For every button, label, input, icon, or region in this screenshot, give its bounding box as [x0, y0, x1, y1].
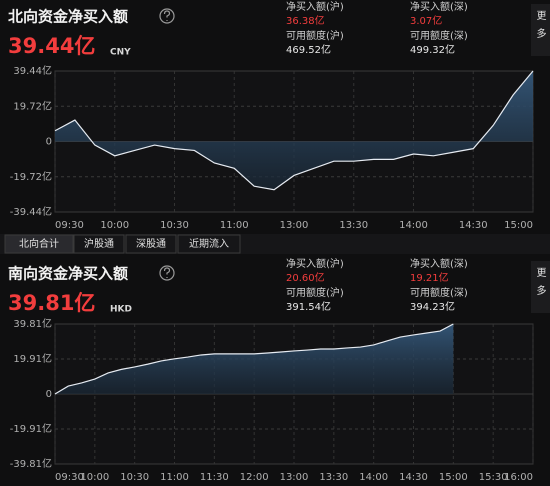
y-tick-label: -19.72亿 [10, 170, 52, 183]
x-tick-label: 13:30 [319, 472, 348, 483]
more-button[interactable] [531, 261, 550, 313]
y-tick-label: -39.44亿 [10, 205, 52, 218]
tab-label[interactable]: 深股通 [136, 238, 166, 250]
help-icon[interactable] [159, 8, 175, 24]
stat-label: 净买入额(深) [410, 0, 468, 13]
tab[interactable] [125, 234, 177, 254]
x-tick-label: 11:00 [160, 472, 189, 483]
stat-value: 3.07亿 [410, 14, 442, 27]
x-tick-label: 16:00 [504, 472, 533, 483]
currency: CNY [110, 48, 131, 58]
tab-label[interactable]: 北向合计 [19, 237, 59, 250]
headline-value: 39.44亿 [8, 34, 95, 58]
y-tick-label: 19.91亿 [13, 352, 52, 365]
x-tick-label: 15:30 [479, 472, 508, 483]
stat-label: 净买入额(沪) [286, 0, 344, 13]
area [55, 71, 533, 190]
stat-value: 469.52亿 [286, 43, 331, 56]
y-tick-label: 0 [46, 389, 52, 400]
y-tick-label: 39.81亿 [13, 317, 52, 330]
stat-label: 净买入额(深) [410, 257, 468, 270]
x-tick-label: 10:00 [100, 220, 129, 231]
x-tick-label: 12:00 [240, 472, 269, 483]
panel-title: 南向资金净买入额 [8, 265, 128, 283]
x-tick-label: 10:30 [160, 220, 189, 231]
x-tick-label: 11:00 [220, 220, 249, 231]
x-tick-label: 14:30 [399, 472, 428, 483]
stat-value: 391.54亿 [286, 300, 331, 313]
more-label[interactable]: 更多 [534, 10, 546, 46]
x-tick-label: 13:00 [280, 472, 309, 483]
more-button[interactable] [531, 4, 550, 56]
x-tick-label: 09:30 [55, 472, 84, 483]
tab[interactable] [73, 234, 125, 254]
panel-title: 北向资金净买入额 [8, 8, 128, 26]
tab[interactable] [4, 234, 74, 254]
stat-value: 36.38亿 [286, 14, 325, 27]
help-icon-glyph [163, 267, 171, 278]
x-tick-label: 13:30 [339, 220, 368, 231]
stat-label: 可用额度(沪) [286, 29, 344, 42]
x-tick-label: 15:00 [504, 220, 533, 231]
area [55, 324, 454, 394]
line [54, 70, 534, 191]
x-tick-label: 11:30 [200, 472, 229, 483]
currency: HKD [110, 305, 132, 315]
y-tick-label: 39.44亿 [13, 64, 52, 77]
stat-value: 499.32亿 [410, 43, 455, 56]
stat-label: 可用额度(深) [410, 29, 468, 42]
x-tick-label: 14:00 [359, 472, 388, 483]
x-tick-label: 09:30 [55, 220, 84, 231]
more-label[interactable]: 更多 [534, 267, 546, 303]
x-tick-label: 14:30 [459, 220, 488, 231]
stat-value: 20.60亿 [286, 271, 325, 284]
stat-value: 394.23亿 [410, 300, 455, 313]
help-icon-glyph [163, 10, 171, 21]
line [54, 323, 454, 395]
x-tick-label: 15:00 [439, 472, 468, 483]
x-tick-label: 14:00 [399, 220, 428, 231]
y-tick-label: -39.81亿 [10, 457, 52, 470]
y-tick-label: 0 [46, 137, 52, 148]
x-tick-label: 13:00 [280, 220, 309, 231]
tab[interactable] [177, 234, 241, 254]
stat-label: 可用额度(深) [410, 286, 468, 299]
headline-value: 39.81亿 [8, 291, 95, 315]
x-tick-label: 10:30 [120, 472, 149, 483]
stat-label: 净买入额(沪) [286, 257, 344, 270]
stat-label: 可用额度(沪) [286, 286, 344, 299]
y-tick-label: 19.72亿 [13, 99, 52, 112]
y-tick-label: -19.91亿 [10, 422, 52, 435]
x-tick-label: 10:00 [80, 472, 109, 483]
tab-label[interactable]: 近期流入 [189, 237, 229, 250]
tab-label[interactable]: 沪股通 [84, 237, 114, 250]
help-icon[interactable] [159, 265, 175, 281]
stat-value: 19.21亿 [410, 271, 449, 284]
